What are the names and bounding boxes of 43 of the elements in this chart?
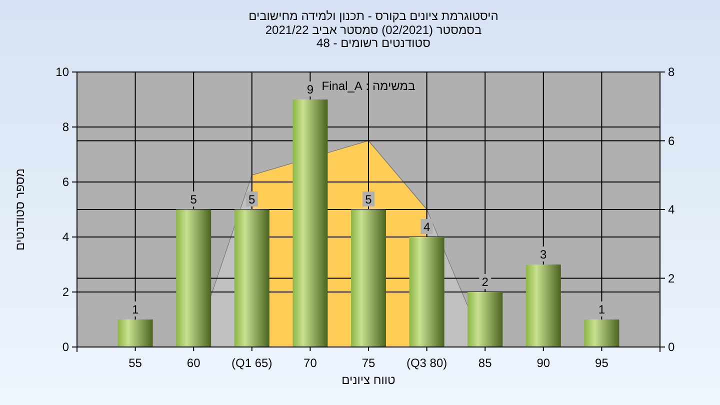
data-label: 9 [306,82,314,96]
bar [584,320,620,347]
y-tick-label: 10 [56,65,70,79]
x-tick-label: 70 [304,356,318,370]
data-label: 4 [423,220,430,234]
y2-tick-label: 4 [668,202,675,216]
data-label: 5 [190,192,198,206]
bar [351,210,386,347]
x-tick-label: (Q3 80) [406,356,448,370]
bar [292,100,328,347]
y-tick-label: 8 [62,120,70,134]
data-label: 2 [482,275,489,289]
y-tick-label: 4 [62,230,70,244]
y2-tick-label: 8 [668,65,675,79]
y-tick-label: 2 [62,285,70,299]
y2-tick-label: 2 [668,271,675,286]
data-label: 5 [365,192,372,206]
bar [118,320,153,347]
bar [409,237,444,347]
bar [176,210,212,347]
y-tick-label: 0 [62,340,70,354]
annotation: במשימה : Final_A [322,79,416,93]
y-axis-title: מספר סטודנטים [13,168,27,251]
x-tick-label: 90 [536,356,550,370]
data-label: 1 [132,302,139,316]
x-axis-title: טווח ציונים [342,373,396,387]
x-tick-label: 95 [595,356,609,370]
chart-title: היסטוגרמת ציונים בקורס - תכנון ולמידה מחישובים [248,9,498,23]
data-label: 1 [598,302,606,316]
x-tick-label: 55 [128,356,142,370]
data-label: 5 [248,192,256,206]
chart-subtitle: בסמסטר (02/2021) סמסטר אביב 2021/22 סטודנטים רשומים - 48 [265,23,482,50]
y-tick-label: 6 [62,175,70,189]
x-tick-label: (Q1 65) [232,356,272,370]
x-tick-label: 60 [186,356,201,370]
data-label: 3 [540,248,548,262]
bar [234,210,270,347]
x-tick-label: 85 [478,356,492,370]
bar [526,264,561,347]
x-tick-label: 75 [362,356,376,370]
bar [468,292,503,347]
y2-tick-label: 6 [668,134,675,148]
y2-tick-label: 0 [668,340,675,354]
